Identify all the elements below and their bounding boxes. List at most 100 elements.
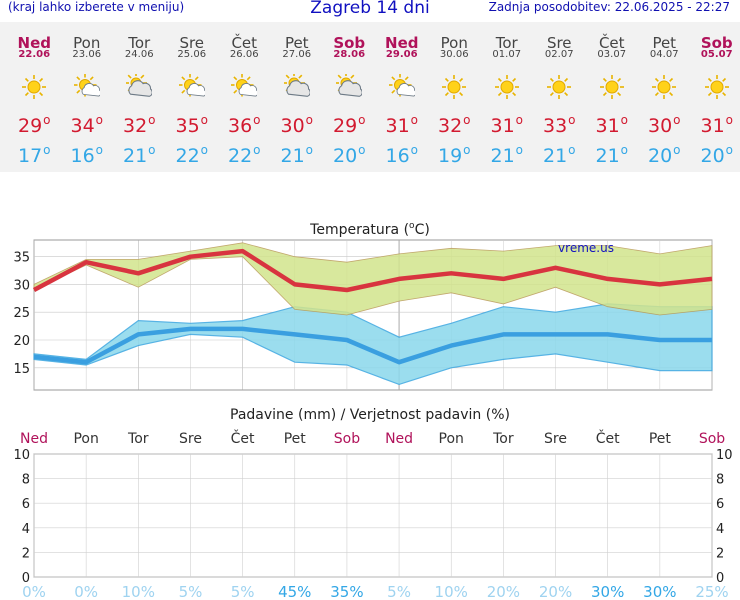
day-date: 30.06 <box>439 49 469 60</box>
temperature-y-axis: 15 20 25 30 35 <box>13 251 30 377</box>
precipitation-day-label: Sre <box>544 431 567 447</box>
sun-cloud-icon <box>178 74 205 97</box>
precipitation-day-label: Ned <box>385 431 413 447</box>
cloud-sun-icon <box>126 74 153 97</box>
temperature-lines <box>32 248 713 365</box>
min-temperature: 20o <box>332 143 366 167</box>
precipitation-day-label: Sre <box>179 431 202 447</box>
day-name: Čet <box>231 34 258 52</box>
precipitation-tick-label-right: 2 <box>716 546 724 561</box>
precipitation-day-label: Pon <box>73 431 98 447</box>
max-temperature: 34o <box>70 113 104 137</box>
max-temperature: 31o <box>490 113 524 137</box>
max-temperature: 36o <box>227 113 261 137</box>
sun-icon <box>599 75 624 99</box>
precipitation-day-label: Tor <box>127 431 149 447</box>
day-date: 04.07 <box>649 49 679 60</box>
day-date: 24.06 <box>124 49 154 60</box>
precipitation-tick-label-right: 10 <box>716 448 733 463</box>
sun-cloud-icon <box>388 74 415 97</box>
day-name: Pon <box>440 34 468 52</box>
precipitation-day-labels: Ned Pon Tor Sre Čet Pet Sob Ned Pon Tor Sre Čet Pet S… <box>20 429 725 447</box>
min-temperature: 20o <box>647 143 681 167</box>
min-temperature: 16o <box>385 143 419 167</box>
max-temperature-band <box>33 242 713 316</box>
precipitation-day-label: Čet <box>596 429 620 447</box>
precipitation-day-label: Čet <box>231 429 255 447</box>
precipitation-probability: 35% <box>330 583 363 600</box>
precipitation-tick-label-right: 6 <box>716 497 724 512</box>
day-date: 01.07 <box>492 49 522 60</box>
day-date: 03.07 <box>597 49 627 60</box>
min-temperature: 21o <box>122 143 156 167</box>
precipitation-probability: 5% <box>179 583 203 600</box>
max-temperature: 31o <box>595 113 629 137</box>
precipitation-day-label: Sob <box>699 431 725 447</box>
temperature-tick-label: 35 <box>13 251 30 266</box>
precipitation-day-label: Pet <box>284 431 307 447</box>
min-temperature-band <box>33 303 713 386</box>
precipitation-tick-label-right: 8 <box>716 473 724 488</box>
day-date: 29.06 <box>385 49 418 60</box>
day-name: Tor <box>495 34 518 52</box>
day-date: 27.06 <box>282 49 312 60</box>
cloud-sun-icon <box>283 74 310 97</box>
precipitation-tick-label-left: 10 <box>13 448 30 463</box>
max-temperature-line <box>32 248 713 293</box>
sun-icon <box>704 75 729 99</box>
precipitation-grid <box>33 453 713 578</box>
precipitation-day-label: Ned <box>20 431 48 447</box>
day-date: 02.07 <box>544 49 574 60</box>
min-temperature: 21o <box>595 143 629 167</box>
day-name: Ned <box>385 34 419 52</box>
day-name: Sre <box>179 34 205 52</box>
day-name: Tor <box>128 34 151 52</box>
precipitation-probability: 30% <box>591 583 624 600</box>
precipitation-tick-label-right: 0 <box>716 571 724 586</box>
precipitation-probability: 5% <box>387 583 411 600</box>
temperature-tick-label: 30 <box>13 278 30 293</box>
precipitation-chart-title: Padavine (mm) / Verjetnost padavin (%) <box>230 407 510 423</box>
min-temperature: 21o <box>280 143 314 167</box>
precipitation-probability: 25% <box>695 583 728 600</box>
cloud-sun-icon <box>336 74 363 97</box>
precipitation-probability: 20% <box>539 583 572 600</box>
min-temperature: 20o <box>700 143 734 167</box>
precipitation-plot-frame <box>33 453 713 578</box>
precipitation-tick-label-left: 0 <box>22 571 30 586</box>
temperature-tick-label: 20 <box>13 334 30 349</box>
precipitation-probability: 20% <box>487 583 520 600</box>
precipitation-probability: 0% <box>22 583 46 600</box>
precipitation-tick-label-left: 8 <box>22 473 30 488</box>
sun-icon <box>652 75 677 99</box>
day-name: Ned <box>17 34 51 52</box>
max-temperature: 32o <box>437 113 471 137</box>
max-temperature: 30o <box>647 113 681 137</box>
sun-cloud-icon <box>73 74 100 97</box>
precipitation-day-label: Sob <box>334 431 360 447</box>
max-temperature: 29o <box>17 113 51 137</box>
sun-icon <box>547 75 572 99</box>
max-temperature: 33o <box>542 113 576 137</box>
day-name: Čet <box>598 34 625 52</box>
precipitation-tick-label-left: 4 <box>22 522 30 537</box>
temperature-tick-label: 15 <box>13 362 30 377</box>
precipitation-tick-label-left: 2 <box>22 546 30 561</box>
precipitation-tick-label-left: 6 <box>22 497 30 512</box>
precipitation-probability-row: 0% 0% 10% 5% 5% 45% 35% 5% 10% 20% 20% 30% 30% 25% <box>22 583 729 600</box>
temperature-chart-title: Temperatura (oC) <box>309 221 430 238</box>
sun-icon <box>494 75 519 99</box>
day-date: 26.06 <box>229 49 259 60</box>
day-name: Sre <box>546 34 572 52</box>
day-date: 25.06 <box>177 49 207 60</box>
min-temperature: 16o <box>70 143 104 167</box>
day-date: 23.06 <box>72 49 102 60</box>
precipitation-day-label: Pet <box>649 431 672 447</box>
max-temperature: 31o <box>385 113 419 137</box>
day-name: Pet <box>652 34 677 52</box>
min-temperature-line <box>33 326 712 365</box>
sun-icon <box>442 75 467 99</box>
precipitation-tick-label-right: 4 <box>716 522 724 537</box>
max-temperature: 35o <box>175 113 209 137</box>
location-hint: (kraj lahko izberete v meniju) <box>8 0 185 14</box>
